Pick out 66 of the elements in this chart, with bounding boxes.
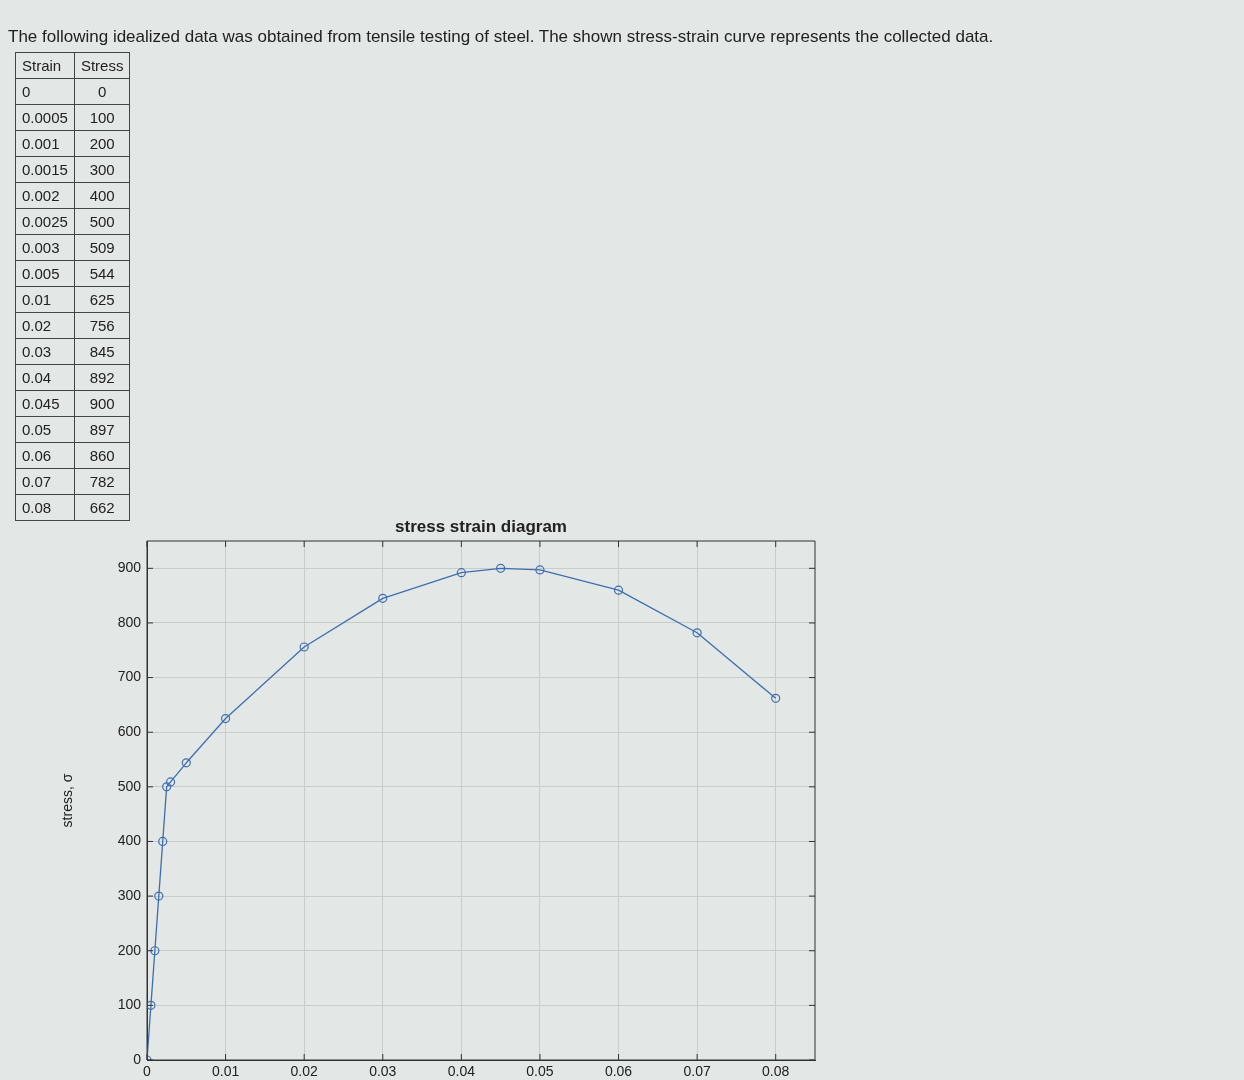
text: 0.045: [15, 390, 75, 417]
y-tick-label: 0: [133, 1050, 142, 1067]
point: [378, 593, 388, 603]
x-tick-label: 0.08: [762, 1063, 790, 1080]
y-tick-label: 700: [117, 668, 142, 685]
text: 845: [74, 338, 130, 365]
text: 0: [15, 78, 75, 105]
text: 625: [74, 286, 130, 313]
text: 860: [74, 442, 130, 469]
point: [158, 836, 168, 847]
text: 0.05: [15, 416, 75, 443]
point: [692, 628, 702, 638]
category-label: Strain: [15, 52, 75, 79]
text: 0.06: [15, 442, 75, 469]
text: 662: [74, 494, 130, 521]
y-tick-label: 200: [117, 941, 142, 958]
point: [147, 1000, 156, 1010]
point: [154, 891, 164, 901]
point: [299, 642, 309, 652]
text: 0.002: [15, 182, 75, 209]
y-tick-label: 100: [117, 996, 142, 1013]
category-label: Stress: [74, 52, 130, 79]
x-tick-label: 0.04: [447, 1063, 476, 1080]
point: [165, 777, 176, 787]
x-tick-label: 0.01: [211, 1063, 240, 1080]
text: 897: [74, 416, 130, 443]
chart-title: stress strain diagram: [395, 517, 567, 537]
y-tick-label: 900: [117, 559, 142, 576]
x-tick-label: 0.05: [526, 1063, 554, 1080]
text: 782: [74, 468, 130, 495]
text: 0.08: [15, 494, 75, 521]
text: 756: [74, 312, 130, 339]
text: 0.04: [15, 364, 75, 391]
point: [181, 758, 191, 768]
text: 0.03: [15, 338, 75, 365]
x-tick-label: 0.06: [604, 1063, 633, 1080]
x-tick-label: 0.07: [683, 1063, 711, 1080]
text: 0.0005: [15, 104, 75, 131]
text: 0.01: [15, 286, 75, 313]
x-tick-label: 0.03: [369, 1063, 397, 1080]
y-tick-label: 500: [117, 777, 142, 794]
point: [613, 585, 624, 595]
text: The following idealized data was obtained from tensile testing of steel. The shown stress-strain curve represents the collected data.: [8, 27, 994, 47]
point: [220, 713, 231, 724]
point: [535, 565, 545, 575]
text: 892: [74, 364, 130, 391]
text: 0.001: [15, 130, 75, 157]
text: 0.0015: [15, 156, 75, 183]
text: 0.0025: [15, 208, 75, 235]
text: 509: [74, 234, 130, 261]
text: 0.02: [15, 312, 75, 339]
y-tick-label: 800: [117, 613, 142, 630]
text: 0.003: [15, 234, 75, 261]
y-tick-label: 300: [117, 886, 142, 903]
point: [456, 568, 466, 578]
y-tick-label: 600: [117, 723, 142, 740]
point: [496, 563, 506, 573]
point: [150, 946, 160, 956]
y-tick-label: 400: [117, 832, 142, 849]
text: 0.005: [15, 260, 75, 287]
y-axis-title: stress, σ: [59, 773, 76, 828]
point: [771, 693, 781, 703]
text: 544: [74, 260, 130, 287]
point: [162, 782, 172, 792]
x-tick-label: 0.02: [290, 1063, 319, 1080]
text: 0.07: [15, 468, 75, 495]
